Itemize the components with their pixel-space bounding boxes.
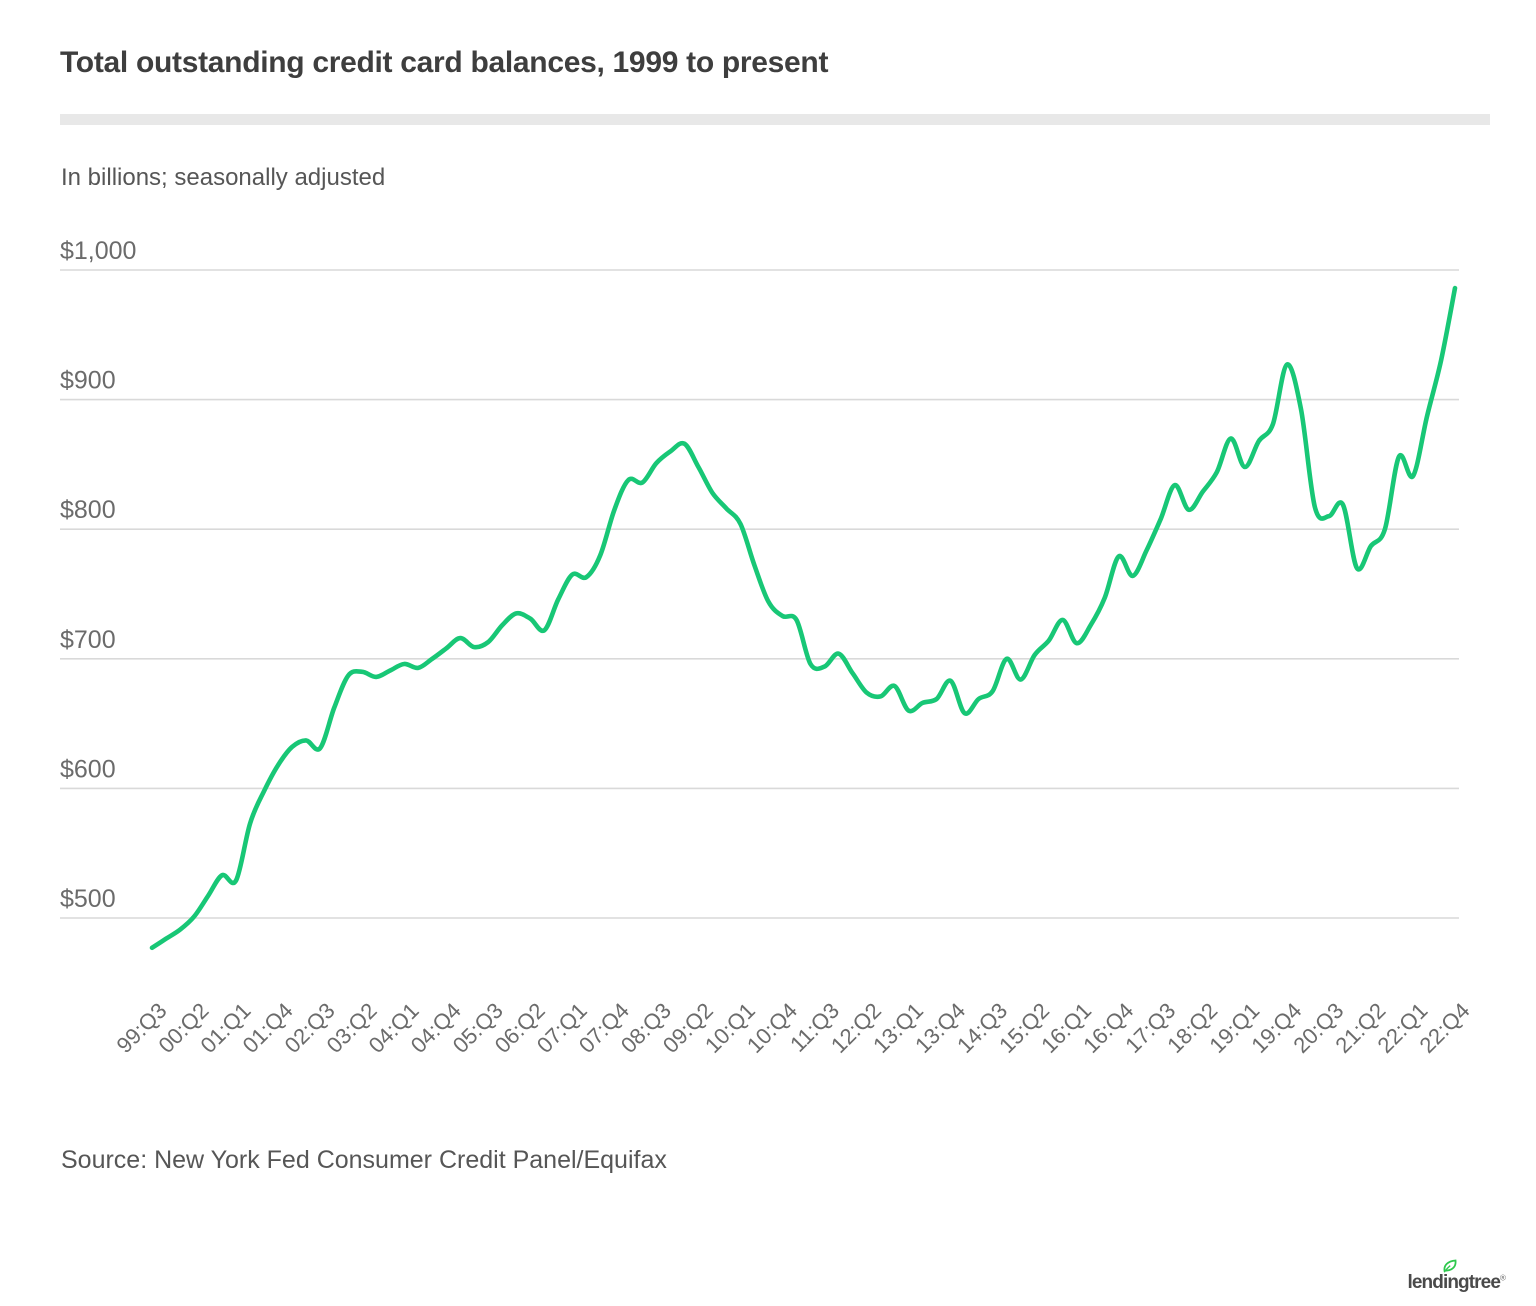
balance-line [149, 285, 1458, 951]
chart-canvas: $1,000$900$800$700$600$50099:Q300:Q201:Q… [60, 237, 1475, 1058]
y-tick-label: $500 [60, 885, 116, 913]
y-tick-label: $900 [60, 367, 116, 395]
leaf-icon [1442, 1259, 1458, 1273]
y-tick-label: $1,000 [60, 237, 136, 265]
registered-mark: ® [1500, 1273, 1506, 1283]
y-tick-label: $800 [60, 496, 116, 524]
lendingtree-logo: lendingtree® [1407, 1259, 1506, 1296]
chart-units-note: In billions; seasonally adjusted [61, 164, 386, 191]
title-divider [60, 114, 1490, 125]
logo-text: lendingtree® [1407, 1272, 1505, 1293]
y-tick-label: $600 [60, 755, 116, 783]
page-title: Total outstanding credit card balances, … [60, 46, 829, 79]
source-note: Source: New York Fed Consumer Credit Pan… [61, 1146, 667, 1174]
y-tick-label: $700 [60, 626, 116, 654]
